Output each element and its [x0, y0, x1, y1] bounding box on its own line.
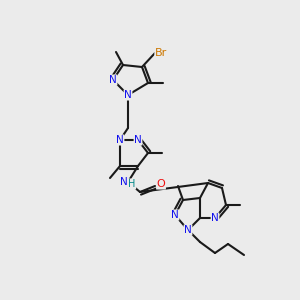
Text: H: H	[128, 179, 136, 189]
Text: N: N	[124, 90, 132, 100]
Text: Br: Br	[155, 48, 167, 58]
Text: N: N	[184, 225, 192, 235]
Text: N: N	[211, 213, 219, 223]
Text: N: N	[134, 135, 142, 145]
Text: N: N	[116, 135, 124, 145]
Text: O: O	[157, 179, 165, 189]
Text: N: N	[120, 177, 128, 187]
Text: N: N	[171, 210, 179, 220]
Text: N: N	[109, 75, 117, 85]
